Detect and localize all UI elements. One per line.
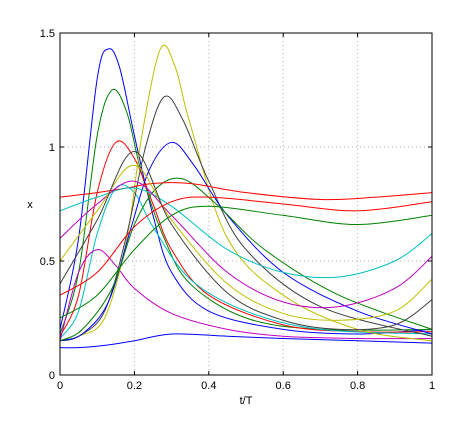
- series-line: [60, 182, 432, 201]
- x-tick-label: 0.8: [350, 380, 365, 392]
- plot-frame: [59, 32, 433, 376]
- y-tick-label: 0: [49, 370, 55, 382]
- series-line: [60, 184, 432, 339]
- x-tick-label: 0.2: [127, 380, 142, 392]
- grid-lines: [60, 33, 432, 375]
- series-line: [60, 196, 432, 296]
- y-axis-label: x: [27, 199, 33, 211]
- series-line: [60, 141, 432, 342]
- y-tick-label: 1.5: [40, 28, 55, 40]
- series-lines: [60, 44, 432, 349]
- x-tick-label: 0: [57, 380, 63, 392]
- series-line: [60, 333, 432, 349]
- series-line: [60, 95, 432, 342]
- series-line: [60, 177, 432, 342]
- y-tick-label: 1: [49, 142, 55, 154]
- series-line: [60, 151, 432, 331]
- y-tick-label: 0.5: [40, 256, 55, 268]
- x-tick-label: 0.6: [276, 380, 291, 392]
- series-line: [60, 44, 432, 342]
- axis-ticks: 0 0.2 0.4 0.6 0.8 1 0 0.5 1 1.5: [40, 28, 435, 392]
- series-line: [60, 249, 432, 341]
- x-tick-label: 0.4: [201, 380, 216, 392]
- series-line: [60, 205, 432, 319]
- x-tick-label: 1: [429, 380, 435, 392]
- x-axis-label: t/T: [240, 395, 253, 407]
